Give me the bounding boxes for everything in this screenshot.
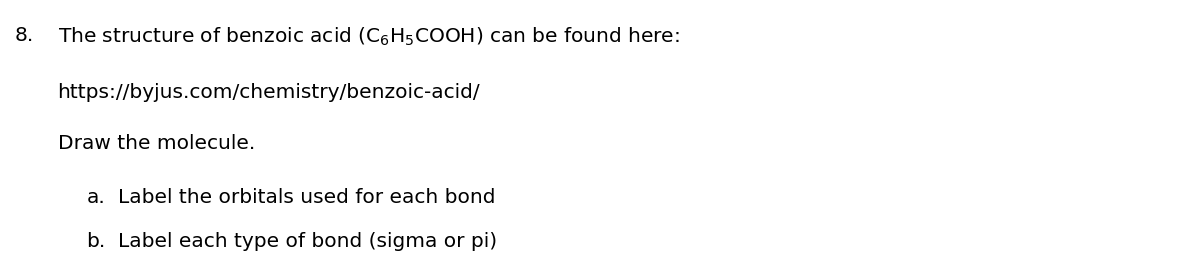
Text: https://byjus.com/chemistry/benzoic-acid/: https://byjus.com/chemistry/benzoic-acid… — [58, 83, 480, 102]
Text: 8.: 8. — [14, 26, 34, 45]
Text: Label each type of bond (sigma or pi): Label each type of bond (sigma or pi) — [118, 232, 497, 251]
Text: Draw the molecule.: Draw the molecule. — [58, 134, 254, 153]
Text: The structure of benzoic acid ($\mathregular{C_6H_5}$COOH) can be found here:: The structure of benzoic acid ($\mathreg… — [58, 26, 679, 48]
Text: Label the orbitals used for each bond: Label the orbitals used for each bond — [118, 188, 496, 207]
Text: a.: a. — [86, 188, 106, 207]
Text: b.: b. — [86, 232, 106, 251]
